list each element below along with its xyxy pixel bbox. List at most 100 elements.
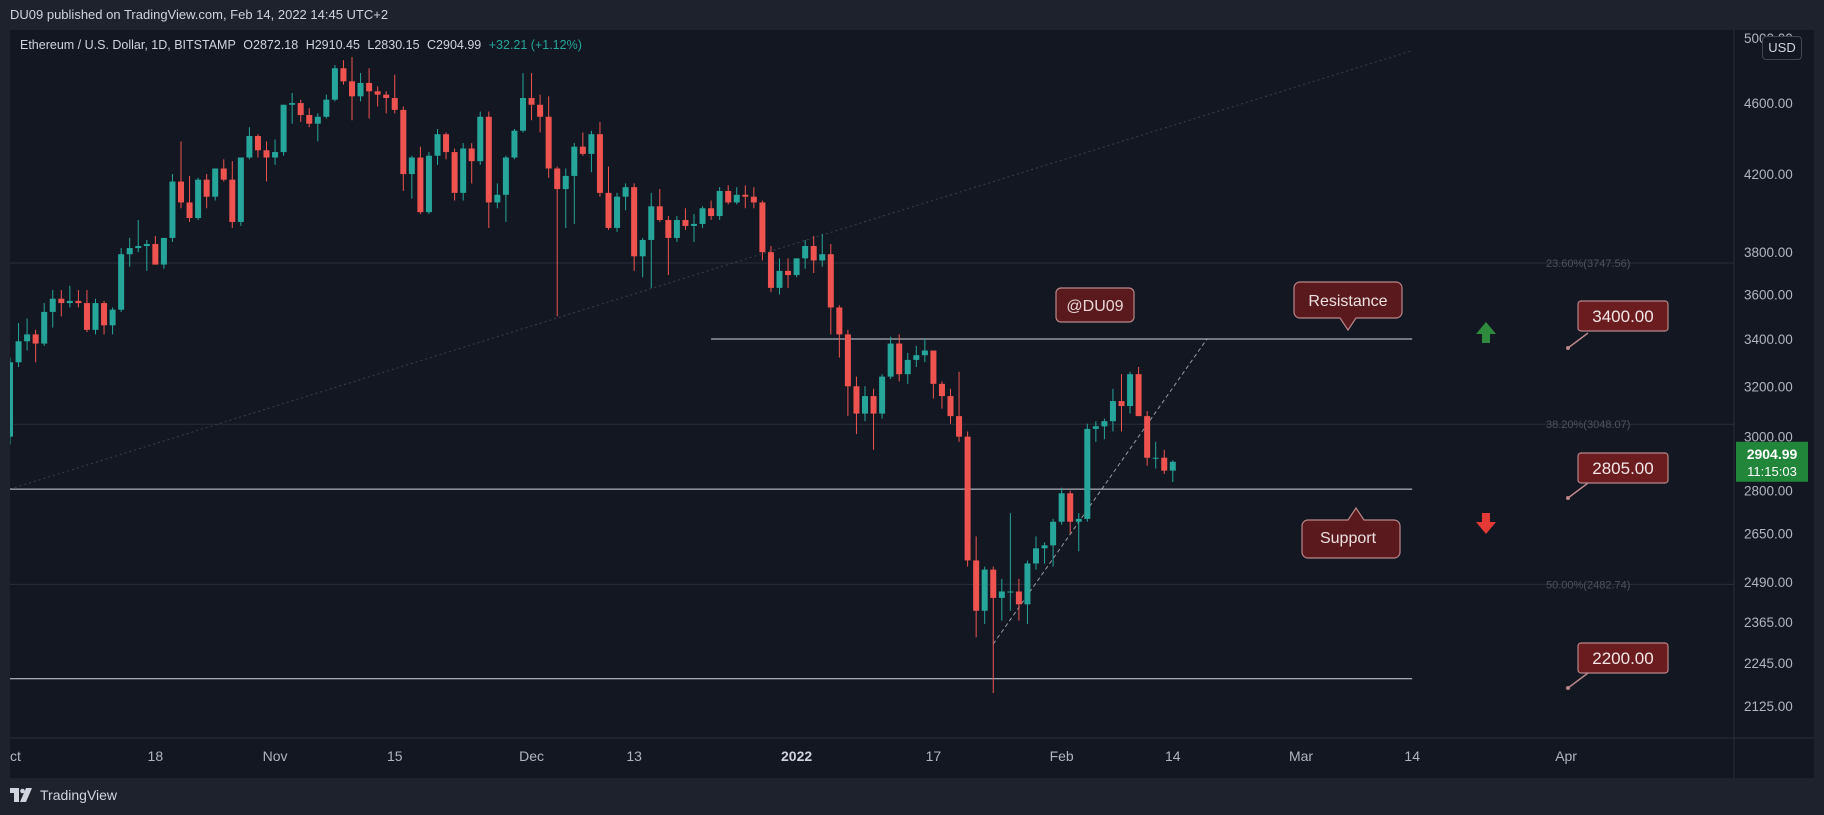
- candle-down: [443, 132, 450, 160]
- candle-down: [366, 68, 373, 119]
- candle-up: [66, 285, 73, 308]
- candle-up: [879, 374, 886, 419]
- candle-up: [1041, 542, 1048, 564]
- price-tick-label: 3000.00: [1744, 430, 1793, 445]
- time-tick-label: Dec: [519, 748, 544, 764]
- candle-down: [725, 185, 732, 205]
- candle-up: [639, 237, 646, 278]
- candle-down: [229, 161, 236, 228]
- candle-down: [306, 108, 313, 128]
- fib-label: 38.20%(3048.07): [1546, 419, 1630, 431]
- trendline[interactable]: [992, 338, 1208, 645]
- trendlines: [10, 50, 1413, 645]
- level-3400-text: 3400.00: [1592, 307, 1653, 326]
- price-tick-label: 2650.00: [1744, 526, 1793, 541]
- level-2200-text: 2200.00: [1592, 649, 1653, 668]
- candle-down: [58, 290, 65, 317]
- candle-up: [212, 168, 219, 201]
- candles: [10, 56, 1176, 694]
- currency-button[interactable]: USD: [1762, 36, 1802, 60]
- publish-info: DU09 published on TradingView.com, Feb 1…: [10, 7, 389, 22]
- level-label-2200: 2200.00: [1566, 642, 1669, 690]
- candle-down: [682, 208, 689, 230]
- candle-up: [160, 237, 167, 269]
- candle-down: [203, 174, 210, 209]
- candle-down: [75, 290, 82, 308]
- time-tick-label: Nov: [263, 748, 288, 764]
- candle-up: [691, 214, 697, 242]
- time-tick-label: 14: [1165, 748, 1181, 764]
- candle-down: [973, 536, 980, 638]
- candle-up: [998, 578, 1005, 621]
- candle-up: [1007, 513, 1014, 611]
- candle-up: [776, 258, 783, 295]
- candle-down: [263, 141, 270, 182]
- candle-down: [708, 200, 715, 220]
- candle-down: [896, 334, 903, 382]
- candle-down: [656, 189, 663, 222]
- candle-up: [109, 307, 116, 335]
- time-axis: Oct 18 Nov 15 Dec 13 2022 17 Feb 14 Mar 14 Apr: [10, 748, 1577, 764]
- candle-up: [1050, 518, 1057, 567]
- candle-down: [785, 258, 792, 288]
- candle-up: [460, 143, 467, 201]
- last-price-tag: 2904.99 11:15:03: [1736, 441, 1808, 482]
- legend-open: O2872.18: [243, 38, 299, 52]
- candle-down: [528, 73, 535, 121]
- candle-down: [220, 159, 227, 182]
- candle-up: [673, 216, 680, 242]
- candle-down: [956, 371, 963, 442]
- time-tick-label: Mar: [1289, 748, 1313, 764]
- price-tick-label: 2800.00: [1744, 483, 1793, 498]
- candle-down: [605, 166, 612, 230]
- time-tick-label: 13: [626, 748, 642, 764]
- candle-up: [1024, 560, 1031, 624]
- candle-down: [186, 175, 193, 222]
- level-label-3400: 3400.00: [1566, 300, 1669, 350]
- candle-down: [101, 300, 108, 335]
- candle-up: [118, 248, 125, 312]
- candle-up: [588, 130, 595, 173]
- time-tick-label: 14: [1404, 748, 1420, 764]
- price-tick-label: 3600.00: [1744, 287, 1793, 302]
- candle-up: [913, 345, 920, 368]
- candle-down: [349, 56, 355, 121]
- candle-up: [981, 566, 988, 624]
- chart-container[interactable]: 23.60%(3747.56) 38.20%(3048.07) 50.00%(248…: [10, 30, 1814, 778]
- bar-countdown-text: 11:15:03: [1747, 464, 1797, 479]
- candle-up: [562, 168, 569, 228]
- brand-text: TradingView: [40, 787, 118, 803]
- candle-down: [340, 60, 347, 85]
- candle-up: [1109, 388, 1116, 432]
- candle-up: [921, 338, 928, 363]
- candle-down: [1161, 449, 1168, 474]
- legend-close: C2904.99: [427, 38, 482, 52]
- candle-up: [314, 113, 321, 142]
- candle-up: [802, 239, 809, 269]
- publish-header: DU09 published on TradingView.com, Feb 1…: [0, 0, 1824, 30]
- price-tick-label: 3400.00: [1744, 332, 1793, 347]
- candle-up: [408, 155, 415, 199]
- candle-up: [280, 104, 287, 156]
- time-tick-label: Apr: [1555, 748, 1577, 764]
- tradingview-brand[interactable]: TradingView: [10, 787, 117, 803]
- price-tick-label: 2365.00: [1744, 615, 1793, 630]
- time-tick-label: 15: [387, 748, 403, 764]
- candle-up: [494, 183, 501, 209]
- candle-up: [143, 239, 150, 271]
- candle-down: [400, 106, 407, 191]
- candle-up: [511, 128, 518, 160]
- candle-up: [1127, 371, 1134, 414]
- candle-down: [374, 86, 381, 107]
- price-chart[interactable]: 23.60%(3747.56) 38.20%(3048.07) 50.00%(248…: [10, 30, 1814, 778]
- price-tick-label: 3800.00: [1744, 245, 1793, 260]
- candle-down: [1118, 374, 1125, 432]
- candle-down: [83, 290, 90, 333]
- candle-down: [810, 235, 817, 273]
- candle-up: [237, 157, 244, 226]
- candle-up: [169, 174, 176, 242]
- last-price-text: 2904.99: [1747, 446, 1798, 462]
- resistance-callout: Resistance: [1293, 281, 1403, 332]
- candle-up: [571, 143, 578, 224]
- candle-up: [272, 139, 279, 165]
